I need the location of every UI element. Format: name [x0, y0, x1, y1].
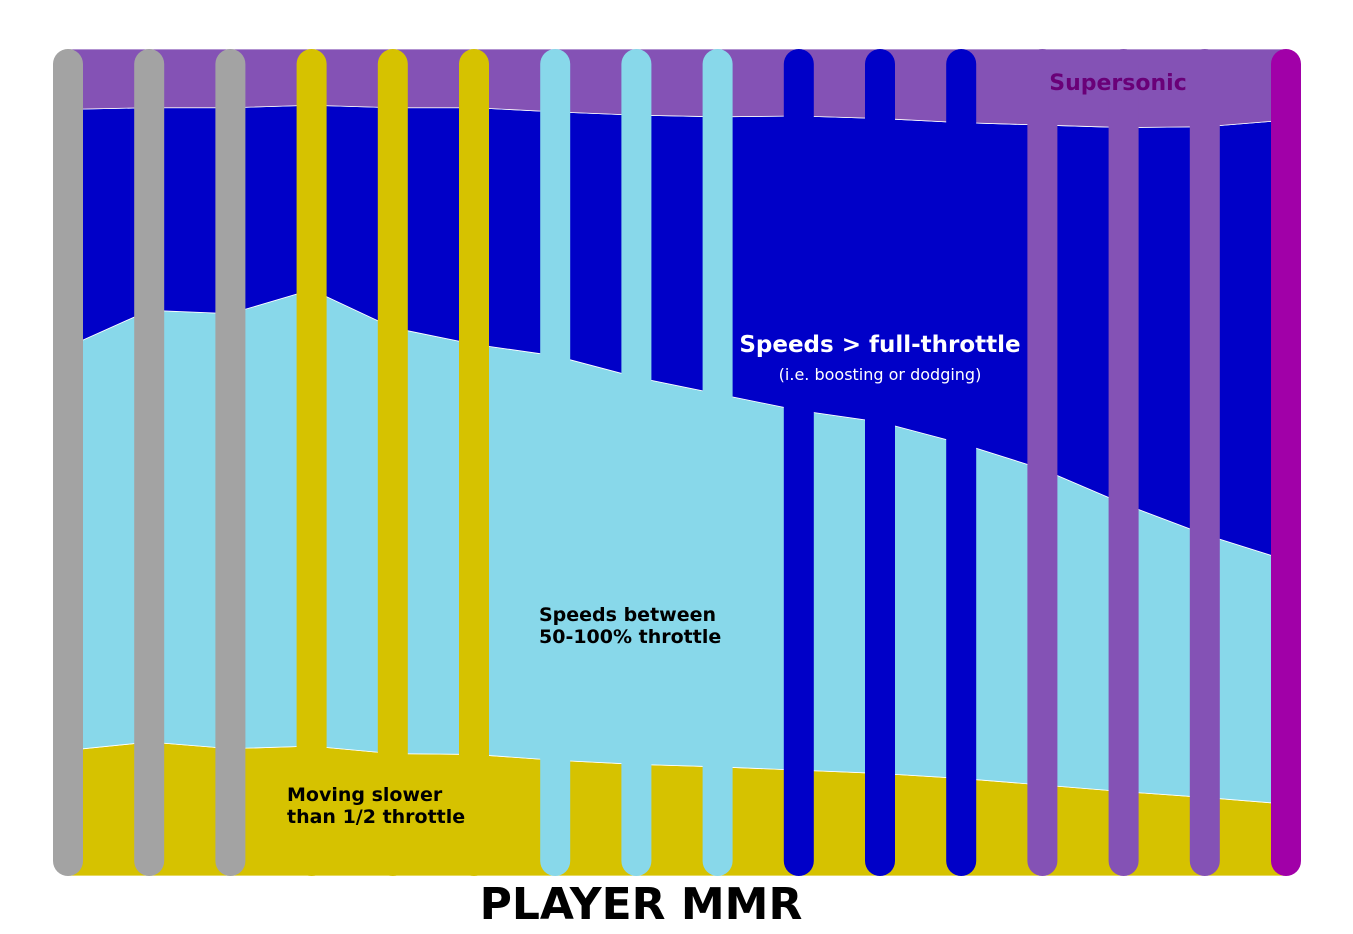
- rank-bar-11: [865, 49, 895, 876]
- rank-bar-9: [702, 49, 733, 876]
- mid-region-label-line1: Speeds between: [539, 604, 716, 626]
- rank-bar-13: [1027, 49, 1058, 876]
- rank-bar-14: [1108, 49, 1139, 876]
- rank-bar-15: [1189, 49, 1220, 876]
- stacked-areas: [67, 48, 1287, 877]
- rank-bar-8: [621, 49, 652, 876]
- rank-bar-3: [215, 49, 246, 876]
- rank-bar-2: [134, 49, 165, 876]
- rank-bar-10: [783, 49, 814, 876]
- rank-bar-4: [296, 49, 327, 876]
- mid-region-label-line2: 50-100% throttle: [539, 626, 721, 648]
- slow-region-label-line2: than 1/2 throttle: [287, 806, 465, 828]
- rank-bar-12: [946, 49, 977, 876]
- supersonic-label: Supersonic: [1049, 71, 1186, 96]
- rank-bar-1: [53, 49, 83, 876]
- x-axis-label: PLAYER MMR: [480, 879, 803, 930]
- rank-bar-7: [540, 49, 571, 876]
- rank-bar-6: [459, 49, 489, 876]
- rank-bar-5: [377, 49, 408, 876]
- rank-bar-16: [1271, 49, 1301, 876]
- slow-region-label-line1: Moving slower: [287, 784, 443, 806]
- region-labels: Supersonic Speeds > full-throttle (i.e. …: [287, 71, 1187, 828]
- fast-region-subtitle: (i.e. boosting or dodging): [779, 365, 982, 384]
- rank-bars: [53, 49, 1301, 876]
- fast-region-title: Speeds > full-throttle: [739, 332, 1020, 358]
